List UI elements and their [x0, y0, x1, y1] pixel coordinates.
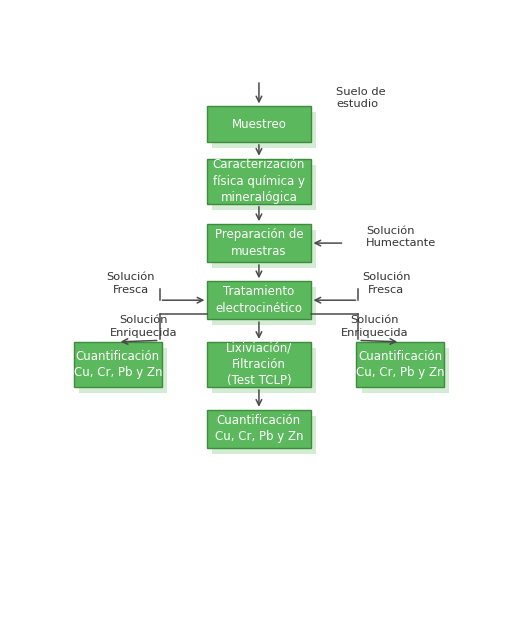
Text: Cuantificación
Cu, Cr, Pb y Zn: Cuantificación Cu, Cr, Pb y Zn	[73, 350, 162, 379]
FancyBboxPatch shape	[212, 112, 316, 148]
Text: Tratamiento
electrocinético: Tratamiento electrocinético	[215, 286, 303, 315]
FancyBboxPatch shape	[207, 281, 310, 320]
FancyBboxPatch shape	[212, 165, 316, 210]
FancyBboxPatch shape	[74, 342, 162, 387]
FancyBboxPatch shape	[207, 224, 310, 262]
Text: Suelo de
estudio: Suelo de estudio	[337, 87, 386, 109]
FancyBboxPatch shape	[207, 159, 310, 204]
FancyBboxPatch shape	[212, 348, 316, 393]
Text: Cuantificación
Cu, Cr, Pb y Zn: Cuantificación Cu, Cr, Pb y Zn	[356, 350, 444, 379]
Text: Lixiviación/
Filtración
(Test TCLP): Lixiviación/ Filtración (Test TCLP)	[226, 341, 292, 387]
Text: Caracterización
física química y
mineralógica: Caracterización física química y mineral…	[213, 158, 305, 204]
FancyBboxPatch shape	[79, 348, 167, 393]
Text: Solución
Enriquecida: Solución Enriquecida	[110, 315, 177, 338]
FancyBboxPatch shape	[212, 287, 316, 326]
Text: Solución
Fresca: Solución Fresca	[107, 272, 155, 295]
FancyBboxPatch shape	[207, 106, 310, 142]
FancyBboxPatch shape	[212, 231, 316, 268]
FancyBboxPatch shape	[207, 342, 310, 387]
Text: Cuantificación
Cu, Cr, Pb y Zn: Cuantificación Cu, Cr, Pb y Zn	[214, 414, 303, 444]
Text: Muestreo: Muestreo	[231, 117, 286, 130]
FancyBboxPatch shape	[212, 416, 316, 454]
FancyBboxPatch shape	[357, 342, 444, 387]
Text: Solución
Fresca: Solución Fresca	[362, 272, 410, 295]
Text: Solución
Enriquecida: Solución Enriquecida	[341, 315, 408, 338]
FancyBboxPatch shape	[207, 410, 310, 447]
FancyBboxPatch shape	[362, 348, 449, 393]
Text: Preparación de
muestras: Preparación de muestras	[214, 228, 303, 258]
Text: Solución
Humectante: Solución Humectante	[366, 226, 437, 248]
